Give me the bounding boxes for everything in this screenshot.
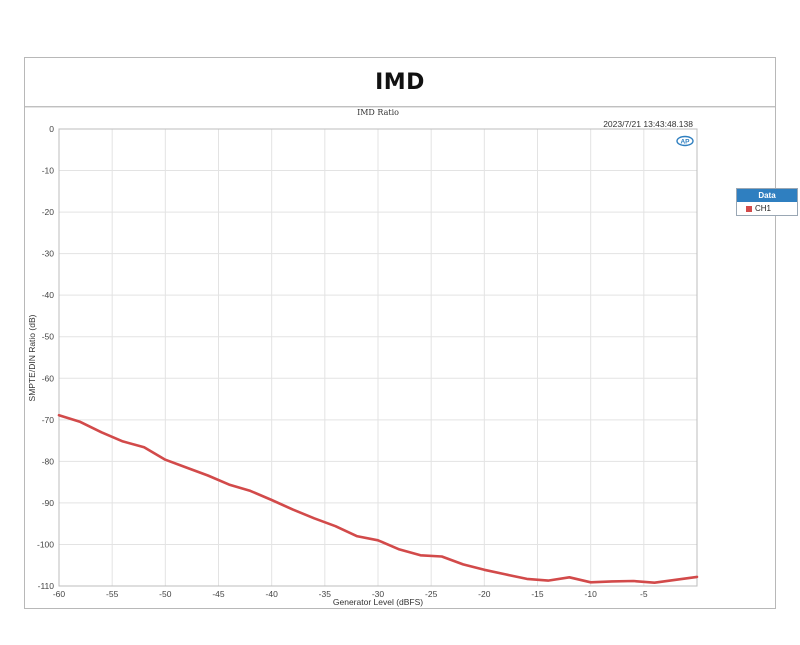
x-tick-label: -35: [319, 589, 332, 599]
grid: [58, 128, 697, 587]
x-tick-label: -30: [372, 589, 385, 599]
imd-chart: IMD Ratio 2023/7/21 13:43:48.138 -60 -55 -…: [25, 106, 775, 607]
y-tick-label: -110: [38, 581, 55, 591]
svg-text:AP: AP: [680, 139, 690, 146]
data-point: [164, 458, 167, 461]
y-tick-label: -80: [42, 456, 55, 466]
x-tick-label: -45: [212, 589, 225, 599]
data-point: [419, 554, 422, 557]
page-title: IMD: [375, 69, 425, 95]
data-point: [207, 474, 209, 477]
data-point: [79, 421, 82, 423]
legend-swatch: [746, 205, 752, 212]
data-point: [292, 508, 294, 511]
data-point: [185, 466, 188, 469]
data-point: [632, 580, 634, 582]
x-tick-label: -40: [266, 589, 279, 599]
x-tick-label: -25: [425, 589, 438, 599]
x-tick-label: -20: [478, 589, 491, 599]
tick-labels: -60 -55 -50 -45 -40 -35 -30 -25 -20 -15 -10 -50-10-…: [37, 124, 648, 599]
x-tick-label: -10: [585, 589, 598, 599]
y-tick-label: -20: [42, 207, 55, 217]
x-axis-label: Generator Level (dBFS): [333, 597, 423, 607]
legend-label: CH1: [755, 204, 772, 213]
data-point: [462, 563, 464, 566]
data-point: [249, 490, 252, 492]
chart-frame: IMD IMD Ratio 2023/7/21 13:43:48.138 -60…: [24, 57, 798, 609]
series-layer: [57, 413, 699, 585]
data-point: [58, 414, 60, 417]
y-tick-label: -10: [42, 166, 55, 176]
data-point: [441, 555, 443, 558]
data-point: [483, 568, 486, 571]
data-point: [143, 446, 145, 449]
y-tick-label: 0: [49, 124, 54, 134]
data-point: [122, 440, 124, 443]
data-point: [526, 578, 528, 580]
y-tick-label: -90: [42, 498, 55, 508]
y-axis-label: SMPTE/DIN Ratio (dB): [27, 314, 37, 401]
legend-title: Data: [737, 189, 797, 202]
data-point: [270, 499, 273, 501]
chart-title: IMD Ratio: [357, 108, 399, 117]
y-tick-label: -40: [42, 290, 55, 300]
legend: Data CH1: [736, 188, 798, 216]
data-point: [334, 525, 337, 527]
chart-timestamp: 2023/7/21 13:43:48.138: [603, 119, 693, 129]
data-point: [653, 581, 656, 584]
data-point: [355, 535, 358, 537]
y-tick-label: -50: [42, 332, 55, 342]
data-point: [377, 539, 379, 542]
data-point: [611, 580, 613, 583]
data-point: [313, 517, 316, 520]
data-point: [547, 579, 549, 582]
data-point: [568, 576, 571, 579]
y-tick-label: -60: [42, 373, 55, 383]
data-point: [589, 581, 592, 584]
y-tick-label: -70: [42, 415, 55, 425]
legend-item-ch1[interactable]: CH1: [737, 202, 797, 215]
y-tick-label: -30: [42, 249, 55, 259]
data-point: [100, 431, 103, 434]
x-tick-label: -50: [159, 589, 172, 599]
ap-logo-icon: AP: [676, 135, 694, 147]
x-tick-label: -5: [640, 589, 648, 599]
data-point: [674, 578, 677, 581]
x-tick-label: -55: [106, 589, 119, 599]
data-point: [398, 548, 401, 551]
data-point: [696, 576, 698, 578]
x-tick-label: -60: [53, 589, 66, 599]
y-tick-label: -100: [37, 539, 54, 549]
data-point: [228, 483, 230, 486]
plot-area: [58, 128, 698, 587]
x-tick-label: -15: [531, 589, 544, 599]
data-point: [504, 573, 507, 576]
